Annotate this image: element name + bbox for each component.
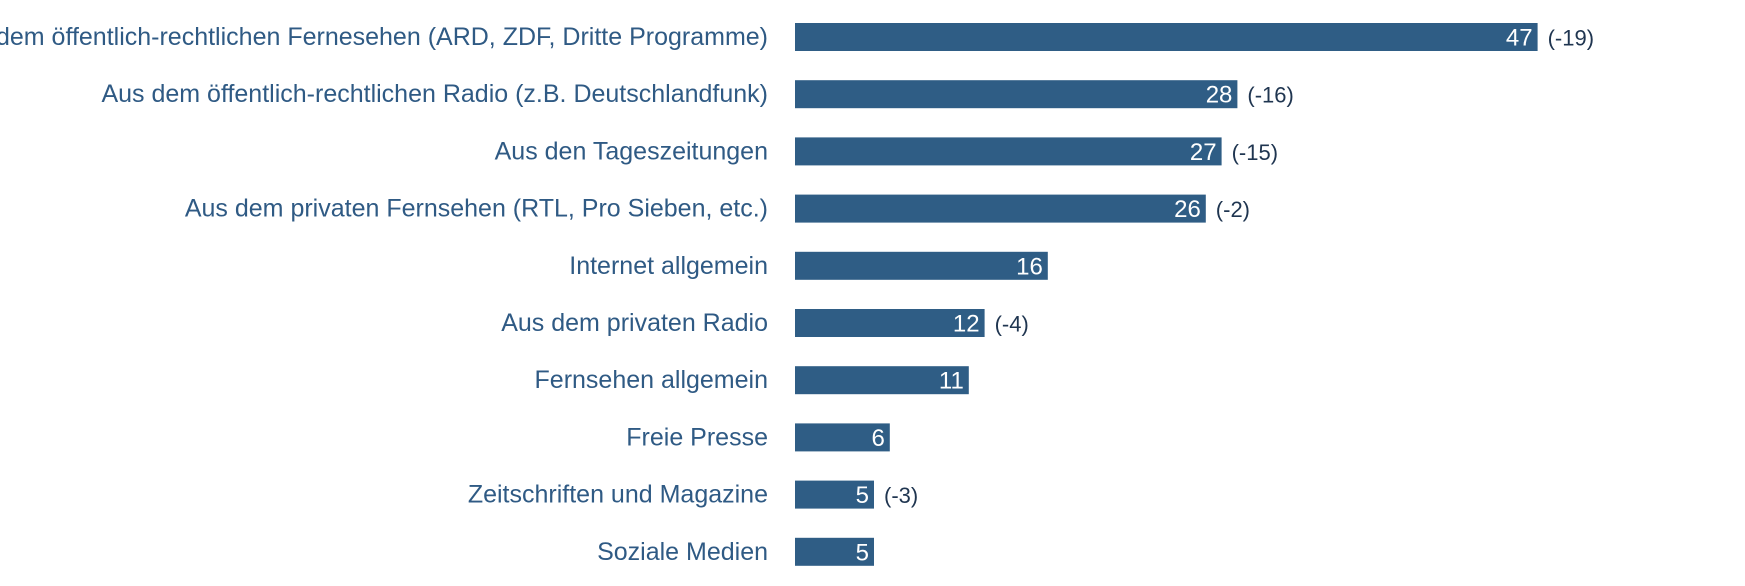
change-label: (-16) <box>1247 83 1293 108</box>
bar <box>795 23 1538 51</box>
value-label: 28 <box>1206 82 1233 109</box>
value-label: 27 <box>1190 139 1217 166</box>
category-label: Aus den Tageszeitungen <box>495 137 768 165</box>
bar <box>795 480 874 509</box>
category-label: Aus dem öffentlich-rechtlichen Fernesehe… <box>0 23 768 51</box>
bar <box>795 251 1048 280</box>
bar <box>795 537 874 566</box>
category-label: Soziale Medien <box>597 538 768 566</box>
value-label: 5 <box>856 539 869 566</box>
bar <box>795 80 1238 109</box>
category-label: Internet allgemein <box>569 252 768 280</box>
category-label: Aus dem privaten Radio <box>501 309 768 337</box>
value-label: 5 <box>856 482 869 509</box>
value-label: 6 <box>871 425 884 452</box>
change-label: (-3) <box>884 483 918 508</box>
change-label: (-19) <box>1548 26 1594 51</box>
change-labels: (-19) (-16) (-15) (-2) (-4) (-3) <box>884 26 1594 509</box>
bar <box>795 309 985 337</box>
category-labels: Aus dem öffentlich-rechtlichen Fernesehe… <box>0 23 768 566</box>
change-label: (-2) <box>1216 197 1250 222</box>
category-label: Aus dem öffentlich-rechtlichen Radio (z.… <box>101 80 768 108</box>
bar <box>795 423 890 452</box>
value-label: 11 <box>939 368 964 395</box>
value-label: 16 <box>1016 253 1043 280</box>
change-label: (-4) <box>995 312 1029 337</box>
value-label: 26 <box>1174 196 1201 223</box>
value-label: 47 <box>1506 25 1533 52</box>
category-label: Freie Presse <box>626 423 768 451</box>
bar <box>795 137 1222 166</box>
bar <box>795 366 969 395</box>
category-label: Aus dem privaten Fernsehen (RTL, Pro Sie… <box>185 195 768 223</box>
bar <box>795 194 1206 223</box>
category-label: Fernsehen allgemein <box>535 366 768 394</box>
value-label: 12 <box>953 311 980 338</box>
value-labels: 47 28 27 26 16 12 11 6 5 5 <box>856 25 1533 567</box>
bars <box>795 23 1538 566</box>
category-label: Zeitschriften und Magazine <box>468 481 768 509</box>
change-label: (-15) <box>1232 140 1278 165</box>
